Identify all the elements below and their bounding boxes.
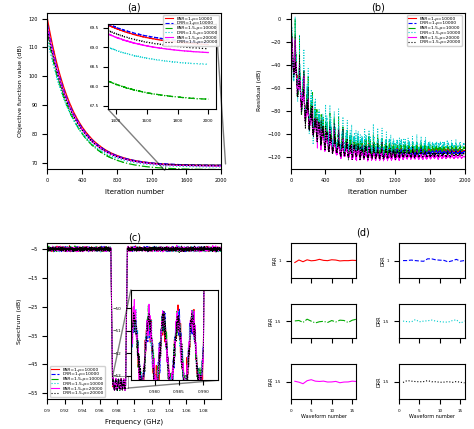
Y-axis label: Spectrum (dB): Spectrum (dB) <box>17 299 22 344</box>
Y-axis label: Objective function value (dB): Objective function value (dB) <box>18 45 23 137</box>
Text: (d): (d) <box>356 227 370 237</box>
X-axis label: Iteration number: Iteration number <box>348 189 407 195</box>
Y-axis label: PAR: PAR <box>272 256 277 265</box>
X-axis label: Iteration number: Iteration number <box>105 189 164 195</box>
Y-axis label: Residual (dB): Residual (dB) <box>257 70 262 112</box>
X-axis label: Waveform number: Waveform number <box>409 414 455 419</box>
Bar <box>165 164 226 170</box>
Legend: PAR=1,ρ=10000, DRR=1,ρ=10000, PAR=1.5,ρ=10000, DRR=1.5,ρ=10000, PAR=1.5,ρ=20000,: PAR=1,ρ=10000, DRR=1,ρ=10000, PAR=1.5,ρ=… <box>164 15 219 46</box>
Title: (c): (c) <box>128 233 141 242</box>
Y-axis label: PAR: PAR <box>268 317 273 326</box>
Y-axis label: DRR: DRR <box>380 255 385 266</box>
X-axis label: Frequency (GHz): Frequency (GHz) <box>105 418 164 425</box>
Title: (a): (a) <box>128 2 141 12</box>
Y-axis label: DRR: DRR <box>376 316 382 326</box>
Y-axis label: DRR: DRR <box>376 376 382 387</box>
Legend: PAR=1,ρ=10000, DRR=1,ρ=10000, PAR=1.5,ρ=10000, DRR=1.5,ρ=10000, PAR=1.5,ρ=20000,: PAR=1,ρ=10000, DRR=1,ρ=10000, PAR=1.5,ρ=… <box>50 366 105 397</box>
Bar <box>112 377 128 388</box>
Legend: PAR=1,ρ=10000, DRR=1,ρ=10000, PAR=1.5,ρ=10000, DRR=1.5,ρ=10000, PAR=1.5,ρ=20000,: PAR=1,ρ=10000, DRR=1,ρ=10000, PAR=1.5,ρ=… <box>407 15 462 46</box>
Title: (b): (b) <box>371 2 384 12</box>
Y-axis label: PAR: PAR <box>268 377 273 387</box>
X-axis label: Waveform number: Waveform number <box>301 414 346 419</box>
